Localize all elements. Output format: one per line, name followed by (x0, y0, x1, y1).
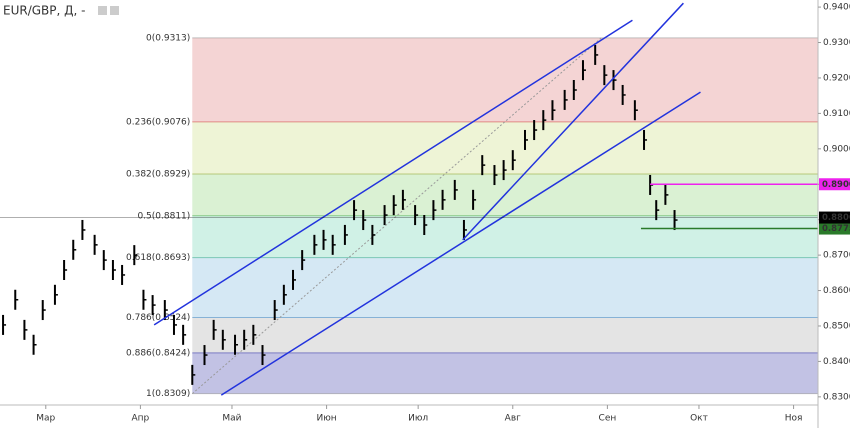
fib-label: 0.618(0.8693) (126, 253, 190, 263)
x-tick-label: Ноя (785, 414, 803, 424)
x-tick-label: Сен (599, 414, 617, 424)
x-tick-label: Май (222, 414, 241, 424)
price-tag-label: 0.8806 (822, 213, 850, 223)
price-tag-label: 0.8775 (822, 224, 850, 234)
price-tag (819, 211, 850, 224)
trend-line (462, 2, 684, 241)
fib-label: 0(0.9313) (146, 33, 190, 43)
fib-label: 0.886(0.8424) (126, 348, 190, 358)
fib-label: 0.786(0.8524) (126, 313, 190, 323)
fib-band (192, 317, 819, 353)
price-tag (819, 222, 850, 235)
x-tick-label: Июн (316, 414, 336, 424)
layer: 0(0.9313) 0.236(0.9076) 0.382(0.8929) 0.5(0… (0, 2, 819, 399)
icon[interactable] (98, 6, 107, 15)
fib-band (192, 215, 819, 258)
x-tick-label: Апр (132, 414, 150, 424)
fib-band (192, 352, 819, 394)
chart-title: EUR/GBP, Д, - (3, 4, 85, 18)
fib-label: 0.236(0.9076) (126, 117, 190, 127)
fib-band (192, 37, 819, 122)
price-tag (819, 178, 850, 191)
y-tick-label: 0.8300 (823, 392, 850, 402)
fib-band (192, 257, 819, 318)
x-tick-label: Мар (36, 414, 55, 424)
trend-line (220, 91, 701, 396)
x-tick-label: Июл (408, 414, 428, 424)
icon[interactable] (110, 6, 119, 15)
trend-line (153, 19, 633, 326)
fib-label: 0.382(0.8929) (126, 169, 190, 179)
fib-band (192, 121, 819, 174)
x-tick-label: Окт (690, 414, 708, 424)
fib-label: 0.5(0.8811) (137, 211, 190, 221)
fib-label: 1(0.8309) (146, 389, 190, 399)
x-tick-label: Авг (505, 414, 521, 424)
